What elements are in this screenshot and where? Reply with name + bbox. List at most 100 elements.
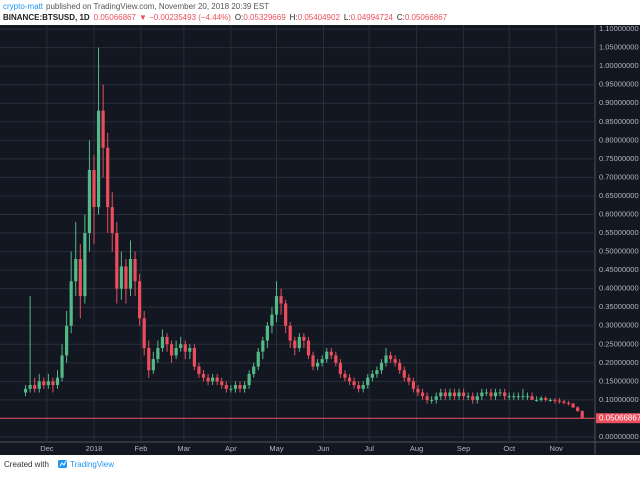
candle-body [51, 381, 55, 386]
y-tick-label: 0.25000000 [599, 339, 639, 348]
last-price: 0.05066867 [94, 13, 137, 22]
candle-body [411, 381, 415, 389]
y-tick-label: 0.20000000 [599, 358, 639, 367]
y-tick-label: 0.40000000 [599, 284, 639, 293]
candle-body [55, 377, 60, 386]
y-tick-label: 0.15000000 [599, 376, 639, 385]
candle-body [338, 362, 342, 374]
candle-body [142, 318, 146, 348]
candle-body [128, 258, 133, 289]
candle-body [256, 351, 260, 367]
candle-body [297, 336, 301, 348]
candle-body [430, 399, 434, 401]
candle-body [306, 340, 311, 356]
y-tick-label: 0.65000000 [599, 191, 639, 200]
candle-body [443, 392, 447, 397]
candle-body [65, 325, 69, 356]
candle-body [448, 392, 452, 397]
footer-brand[interactable]: TradingView [70, 460, 114, 469]
candle-body [398, 362, 402, 371]
candle-body [265, 325, 269, 341]
candle-body [375, 370, 379, 374]
candle-body [92, 169, 96, 208]
candle-body [23, 388, 28, 393]
header-line-1: crypto-matt published on TradingView.com,… [3, 2, 269, 11]
candle-body [347, 377, 352, 382]
candle-body [197, 366, 201, 374]
plot: 0.000000000.050000000.100000000.15000000… [0, 24, 640, 453]
candle-body [530, 396, 534, 400]
candle-body [475, 396, 479, 400]
candle-body [571, 403, 575, 408]
candle-body [498, 392, 502, 394]
candle-body [416, 388, 420, 393]
candle-body [110, 207, 114, 234]
candle-body [534, 399, 539, 401]
y-tick-label: 0.70000000 [599, 172, 639, 181]
candle-body [334, 355, 338, 363]
candle-body [179, 344, 183, 348]
candle-body [521, 396, 525, 398]
x-tick-label: Dec [40, 444, 54, 453]
candle-body [169, 344, 174, 356]
ohlc-value: 0.05329669 [243, 13, 286, 22]
candle-body [42, 381, 46, 386]
candle-body [69, 281, 73, 326]
candle-body [37, 381, 41, 389]
candle-body [46, 381, 50, 386]
x-tick-label: Mar [177, 444, 190, 453]
candle-body [457, 392, 461, 397]
ohlc-value: 0.05066867 [405, 13, 448, 22]
x-tick-label: Oct [503, 444, 516, 453]
candle-body [489, 392, 493, 397]
candle-body [562, 401, 566, 403]
candle-body [242, 385, 247, 389]
y-tick-label: 1.10000000 [599, 24, 639, 33]
candle-body [78, 258, 82, 297]
candle-body [101, 110, 105, 148]
ohlc-label: H: [290, 13, 298, 22]
candle-body [201, 373, 206, 378]
candle-body [366, 377, 370, 386]
candle-body [206, 377, 210, 382]
author[interactable]: crypto-matt [3, 2, 44, 11]
candle-body [311, 355, 315, 367]
candle-body [493, 392, 498, 397]
candle-body [33, 385, 37, 389]
y-tick-label: 0.50000000 [599, 247, 639, 256]
ohlc-label: C: [397, 13, 405, 22]
candle-body [233, 385, 238, 389]
candle-body [83, 233, 87, 297]
x-tick-label: Aug [410, 444, 423, 453]
candle-body [393, 359, 397, 363]
candle-body [452, 392, 457, 397]
candle-body [270, 314, 274, 326]
candle-body [539, 398, 543, 400]
candle-body [156, 347, 160, 360]
candle-body [147, 347, 151, 371]
candle-body [525, 396, 530, 398]
candle-body [284, 303, 288, 326]
candle-body [160, 336, 165, 348]
change: ▼ −0.00235493 (−4.44%) [139, 13, 231, 22]
candle-body [352, 381, 356, 386]
symbol: BINANCE:BTSUSD, 1D [3, 13, 90, 22]
candle-body [288, 325, 292, 341]
candle-body [425, 396, 429, 400]
candle-body [229, 388, 233, 390]
candle-body [151, 359, 155, 371]
x-tick-label: Apr [225, 444, 237, 453]
candle-body [320, 359, 324, 363]
y-tick-label: 0.80000000 [599, 135, 639, 144]
tv-logo [58, 460, 67, 468]
candle-body [96, 110, 101, 208]
candle-body [315, 362, 320, 367]
candle-body [407, 377, 411, 382]
y-tick-label: 0.35000000 [599, 302, 639, 311]
candle-body [434, 396, 438, 400]
candle-body [211, 377, 215, 382]
candle-body [420, 392, 425, 397]
candle-body [388, 355, 393, 360]
y-tick-label: 0.45000000 [599, 265, 639, 274]
